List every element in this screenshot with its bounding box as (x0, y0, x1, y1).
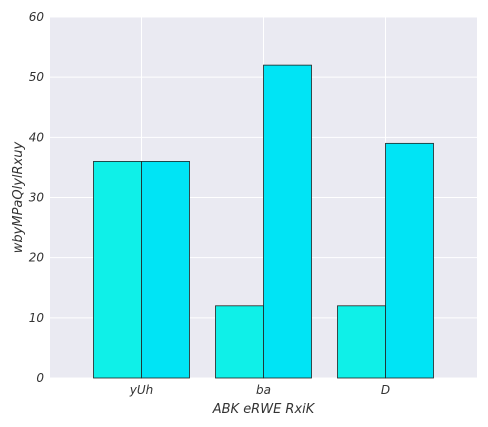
bar-ba-series-2 (263, 64, 312, 379)
y-tick-label: 30 (29, 191, 45, 205)
x-tick-labels: yUh ba D (129, 383, 390, 397)
y-axis-label: wbyMPaQlylRxuy (11, 141, 26, 253)
bar-yUh-series-1 (93, 160, 142, 379)
y-tick-label: 10 (29, 311, 45, 325)
x-tick-label: ba (256, 383, 271, 397)
x-axis-label: ABK eRWE RxiK (212, 402, 316, 417)
y-tick-label: 20 (29, 251, 45, 265)
x-tick-label: yUh (129, 383, 154, 397)
bar-yUh-series-2 (141, 160, 190, 379)
bars (93, 64, 434, 379)
bar-ba-series-1 (215, 305, 264, 379)
y-tick-label: 0 (36, 371, 44, 385)
y-tick-label: 40 (29, 130, 45, 144)
y-tick-labels: 0 10 20 30 40 50 60 (29, 10, 45, 385)
bar-D-series-1 (337, 305, 386, 379)
y-tick-label: 50 (29, 70, 45, 84)
bar-D-series-2 (385, 142, 434, 379)
y-tick-label: 60 (29, 10, 45, 24)
x-tick-label: D (381, 383, 390, 397)
